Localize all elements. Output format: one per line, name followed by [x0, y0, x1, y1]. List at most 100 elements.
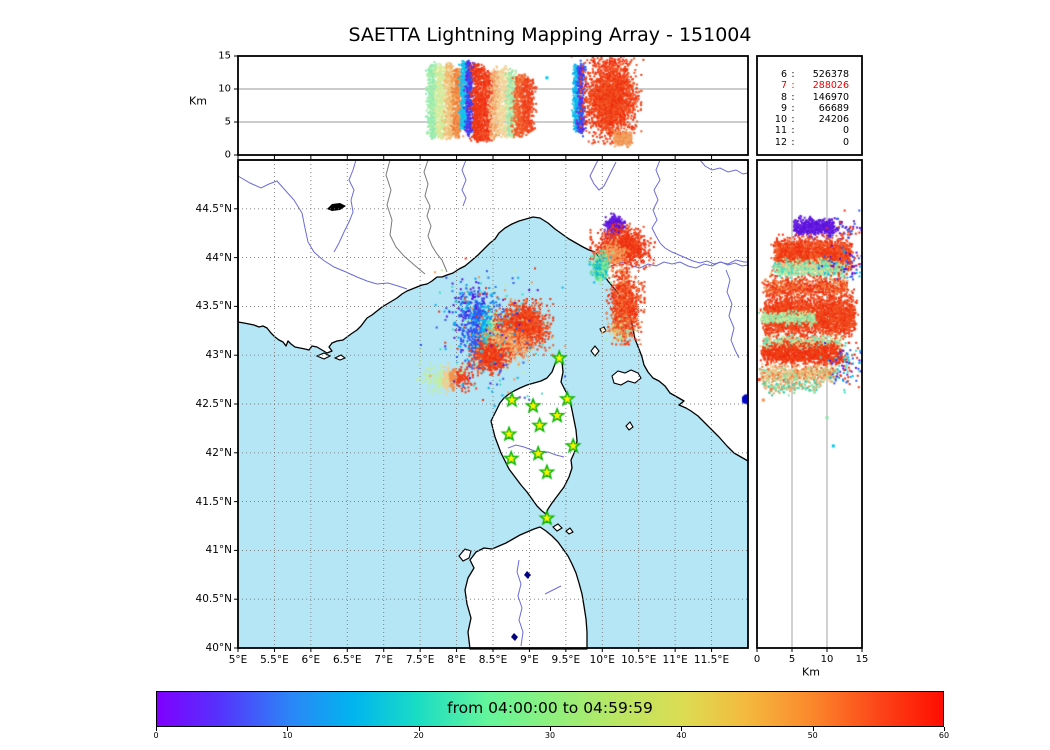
- river: [507, 444, 565, 458]
- colorbar-tick: [944, 727, 945, 731]
- map-frame: [237, 159, 749, 649]
- right-panel-km-tick-label: 15: [855, 654, 869, 665]
- colorbar-tick: [681, 727, 683, 731]
- right-panel-xlabel: Km: [802, 665, 820, 679]
- colorbar-tick: [418, 727, 420, 731]
- map-lon-tick-label: 9.5°E: [551, 654, 581, 666]
- river: [516, 559, 524, 647]
- map-lat-tick-label: 44.5°N: [195, 202, 232, 215]
- island: [625, 421, 634, 431]
- stat-level: 7: [780, 80, 787, 92]
- map-lon-tick-label: 8.5°E: [478, 654, 508, 666]
- stat-level: 8: [780, 91, 787, 103]
- map-lon-tick-label: 10°E: [589, 654, 615, 666]
- map-lon-tick-label: 11.5°E: [693, 654, 730, 666]
- sea: [238, 160, 748, 648]
- stat-level: 10: [774, 114, 787, 126]
- right-panel-km-tick-label: 5: [788, 654, 796, 665]
- river: [589, 159, 617, 191]
- map-lat-tick-label: 40°N: [205, 642, 232, 654]
- top-panel-km-tick-label: 0: [224, 149, 231, 161]
- right-panel-km-tick-label: 10: [820, 654, 834, 665]
- lake: [511, 633, 518, 641]
- colorbar-tick-label: 50: [807, 731, 818, 740]
- stat-count: 146970: [812, 91, 849, 103]
- river: [651, 159, 749, 267]
- separator: :: [791, 102, 795, 114]
- map-lat-tick-label: 42°N: [205, 446, 232, 459]
- map-lon-tick-label: 7°E: [374, 654, 393, 666]
- island: [333, 354, 347, 361]
- colorbar-tick-label: 30: [544, 731, 556, 740]
- map-lon-tick-label: 8°E: [447, 654, 466, 666]
- stat-count: 0: [842, 125, 849, 137]
- stat-count: 24206: [818, 114, 849, 126]
- country-border: [385, 159, 426, 275]
- separator: :: [791, 91, 795, 103]
- page-title: SAETTA Lightning Mapping Array - 151004: [348, 24, 752, 46]
- river: [725, 269, 740, 359]
- map-lon-tick-label: 5.5°E: [260, 654, 289, 666]
- map-lat-tick-label: 41.5°N: [195, 495, 232, 508]
- map-lon-tick-label: 9°E: [520, 654, 539, 666]
- country-border: [423, 159, 448, 273]
- station-count-row: 12: 0: [757, 137, 862, 148]
- separator: :: [791, 125, 795, 137]
- map-lat-tick-label: 43.5°N: [195, 300, 232, 313]
- island: [565, 527, 574, 535]
- colorbar-tick-label: 20: [413, 731, 424, 740]
- colorbar-tick-label: 10: [282, 731, 293, 740]
- top-panel-km-tick-label: 10: [218, 83, 231, 95]
- corsica-coastline: [490, 356, 578, 515]
- station-count-row: 6: 526378: [757, 69, 862, 80]
- stat-count: 0: [842, 136, 849, 148]
- river: [237, 175, 408, 290]
- stat-count: 288026: [812, 80, 849, 92]
- map-lon-tick-label: 10.5°E: [621, 654, 657, 666]
- top-panel-frame: [237, 55, 749, 156]
- station-count-row: 8: 146970: [757, 92, 862, 103]
- stat-level: 6: [780, 69, 787, 80]
- map-lat-tick-label: 41°N: [205, 544, 232, 557]
- map-lat-tick-label: 43°N: [205, 349, 232, 362]
- map-lat-tick-label: 42.5°N: [195, 398, 232, 410]
- map-lon-tick-label: 11°E: [662, 654, 688, 666]
- island: [552, 523, 563, 532]
- map-lon-tick-label: 7.5°E: [405, 654, 435, 666]
- colorbar-tick-label: 60: [938, 731, 950, 740]
- map-lon-tick-label: 5°E: [228, 654, 248, 666]
- separator: :: [791, 114, 795, 126]
- stats-panel: 6:526378 7:288026 8:146970 9:66689 10:24206 1…: [757, 56, 862, 155]
- colorbar-tick: [812, 727, 814, 731]
- stat-level: 11: [774, 125, 787, 137]
- station-count-row: 11: 0: [757, 125, 862, 136]
- colorbar-label: from 04:00:00 to 04:59:59: [447, 699, 653, 717]
- stat-count: 526378: [812, 69, 849, 80]
- top-panel-km-tick-label: 15: [218, 50, 231, 62]
- river: [461, 159, 467, 207]
- map-lat-tick-label: 44°N: [205, 251, 232, 264]
- right-panel-frame: [756, 159, 863, 649]
- colorbar-tick: [550, 727, 551, 731]
- station-count-row: 10: 24206: [757, 114, 862, 125]
- top-panel-ylabel: Km: [189, 94, 207, 108]
- river: [544, 585, 562, 595]
- map-lon-tick-label: 6.5°E: [332, 654, 362, 666]
- colorbar: from 04:00:00 to 04:59:59: [156, 691, 944, 727]
- lake: [524, 571, 531, 579]
- mainland-coastline: [237, 159, 749, 462]
- top-panel-km-tick-label: 5: [224, 116, 231, 128]
- stat-count: 66689: [818, 102, 849, 114]
- colorbar-tick: [287, 727, 289, 731]
- island: [458, 548, 472, 562]
- separator: :: [791, 80, 795, 92]
- map-lon-tick-label: 6°E: [301, 654, 321, 666]
- station-count-row: 7: 288026: [757, 80, 862, 91]
- river: [333, 159, 357, 253]
- colorbar-tick: [156, 727, 157, 731]
- island: [611, 369, 642, 386]
